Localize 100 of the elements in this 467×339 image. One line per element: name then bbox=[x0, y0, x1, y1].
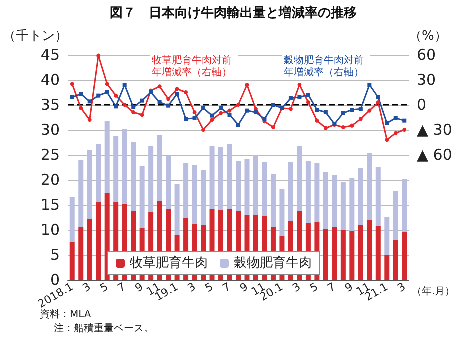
bar bbox=[96, 202, 102, 280]
point bbox=[350, 108, 354, 112]
y-tick-label: 5 bbox=[50, 246, 60, 264]
point bbox=[341, 126, 346, 130]
y2-tick-label: 30 bbox=[417, 71, 436, 89]
bar bbox=[114, 136, 119, 202]
point bbox=[192, 116, 197, 120]
chart-title: 図７ 日本向け牛肉輸出量と増減率の推移 bbox=[110, 5, 357, 21]
point bbox=[122, 103, 127, 107]
point bbox=[298, 83, 302, 87]
x-tick-label: 9 bbox=[342, 280, 356, 296]
bar bbox=[174, 184, 180, 236]
y2-axis-title: （%） bbox=[409, 29, 448, 44]
bar bbox=[210, 146, 215, 209]
bar bbox=[402, 232, 408, 280]
y-tick-label: 15 bbox=[40, 196, 60, 214]
point bbox=[402, 118, 407, 123]
bar bbox=[376, 168, 381, 226]
point bbox=[192, 110, 197, 114]
point bbox=[358, 107, 363, 112]
point bbox=[271, 126, 276, 130]
bar bbox=[78, 160, 84, 228]
text: 注：船積重量ベース。 bbox=[54, 322, 154, 334]
point bbox=[394, 116, 398, 120]
bar bbox=[148, 146, 154, 212]
point bbox=[158, 84, 162, 89]
bar bbox=[157, 135, 162, 201]
point bbox=[158, 100, 162, 104]
bar bbox=[350, 178, 355, 232]
bar bbox=[70, 198, 75, 242]
bar bbox=[376, 226, 381, 280]
y-tick-label: 45 bbox=[40, 46, 60, 64]
x-tick-label: 7 bbox=[220, 280, 234, 296]
point bbox=[88, 118, 92, 122]
point bbox=[245, 83, 250, 87]
point bbox=[262, 117, 267, 122]
bar bbox=[192, 166, 198, 224]
point bbox=[298, 96, 302, 100]
point bbox=[341, 111, 346, 116]
bar bbox=[87, 150, 92, 220]
point bbox=[140, 98, 144, 103]
point bbox=[132, 106, 136, 110]
x-tick-label: 9 bbox=[133, 280, 146, 296]
y-axis-title: （千トン） bbox=[3, 29, 68, 44]
bar bbox=[358, 168, 364, 226]
y2-tick-label: 60 bbox=[417, 46, 436, 64]
bar bbox=[122, 130, 128, 204]
point bbox=[228, 108, 232, 113]
point bbox=[114, 94, 118, 98]
bar bbox=[384, 256, 390, 280]
point bbox=[288, 107, 293, 112]
x-tick-label: 7 bbox=[116, 280, 128, 296]
point bbox=[166, 97, 171, 102]
text: 資料：MLA bbox=[40, 308, 92, 320]
point bbox=[210, 118, 214, 122]
point bbox=[79, 92, 84, 96]
bar bbox=[393, 240, 398, 280]
y-tick-label: 35 bbox=[40, 96, 60, 114]
bar bbox=[166, 156, 172, 210]
point bbox=[324, 110, 328, 114]
point bbox=[385, 138, 390, 142]
point bbox=[122, 83, 127, 87]
bar bbox=[244, 159, 250, 216]
point bbox=[140, 113, 144, 117]
bar bbox=[323, 230, 328, 280]
bar bbox=[306, 162, 311, 224]
point bbox=[202, 128, 206, 132]
point bbox=[210, 114, 214, 118]
point bbox=[70, 96, 74, 100]
bar bbox=[297, 146, 302, 211]
point bbox=[315, 118, 320, 123]
bar bbox=[236, 162, 241, 212]
bar bbox=[96, 144, 102, 202]
x-tick-label: 5 bbox=[202, 280, 216, 296]
bar bbox=[262, 162, 268, 216]
point bbox=[368, 108, 372, 113]
point bbox=[236, 103, 240, 107]
x-tick-label: 9 bbox=[238, 280, 250, 296]
bar bbox=[218, 148, 224, 210]
bar bbox=[270, 174, 276, 228]
bar bbox=[184, 164, 189, 218]
point bbox=[376, 96, 380, 100]
point bbox=[79, 106, 84, 110]
point bbox=[166, 104, 171, 108]
point bbox=[132, 110, 136, 114]
point bbox=[105, 90, 110, 94]
bar bbox=[384, 218, 390, 256]
bar bbox=[201, 170, 206, 226]
point bbox=[96, 54, 101, 58]
bar bbox=[323, 172, 328, 230]
x-tick-label: 5 bbox=[98, 280, 111, 296]
bar bbox=[87, 220, 92, 280]
bar bbox=[332, 176, 338, 227]
point bbox=[288, 96, 293, 100]
point bbox=[350, 124, 354, 128]
bar bbox=[253, 155, 258, 215]
x-tick-label: 7 bbox=[325, 280, 338, 296]
point bbox=[184, 90, 188, 94]
point bbox=[175, 87, 180, 92]
y-tick-label: 10 bbox=[40, 221, 60, 239]
